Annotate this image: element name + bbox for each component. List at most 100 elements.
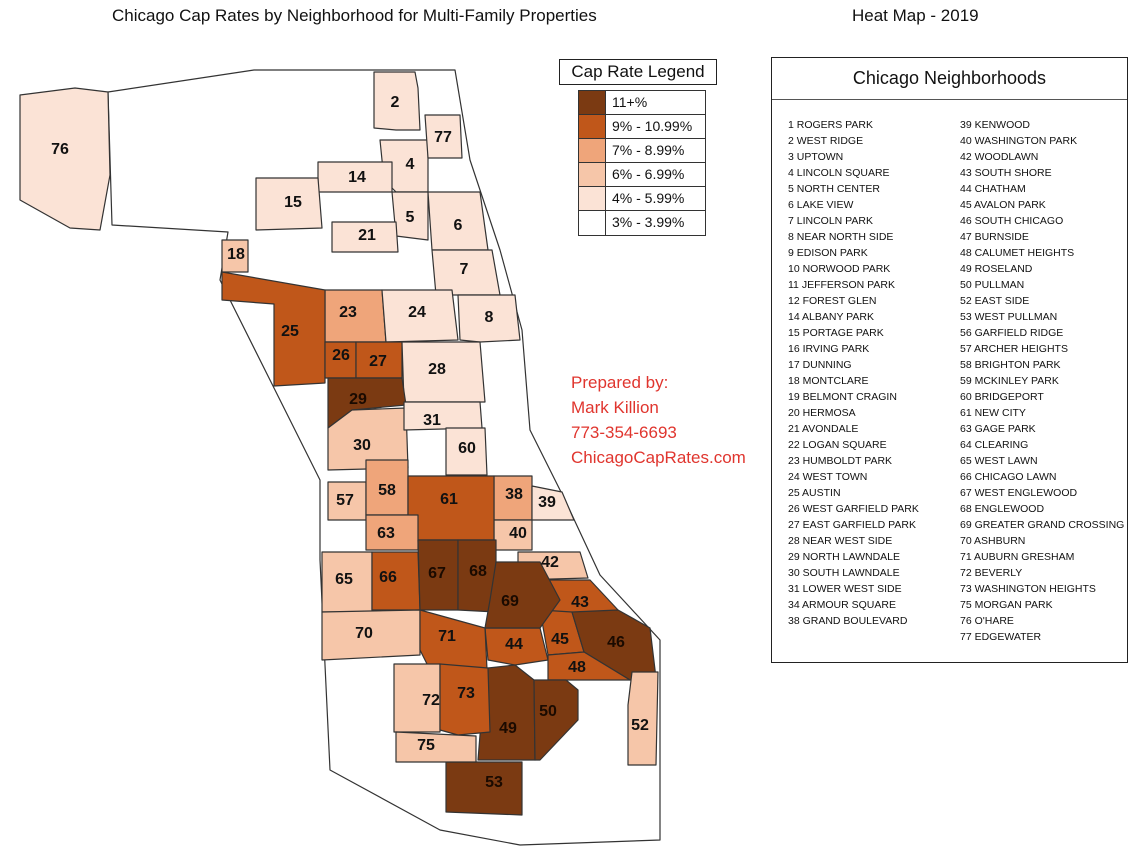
neighborhood-number-label: 23 xyxy=(339,304,357,321)
neighborhood-list-item: 23 HUMBOLDT PARK xyxy=(788,455,893,467)
prepared-by-block: Prepared by: Mark Killion 773-354-6693 C… xyxy=(571,370,746,470)
neighborhood-list-item: 8 NEAR NORTH SIDE xyxy=(788,231,894,243)
neighborhood-list-item: 6 LAKE VIEW xyxy=(788,199,854,211)
neighborhood-number-label: 70 xyxy=(355,625,373,642)
neighborhood-list-item: 77 EDGEWATER xyxy=(960,631,1042,643)
neighborhood-list-item: 21 AVONDALE xyxy=(788,423,859,435)
neighborhood-list-item: 31 LOWER WEST SIDE xyxy=(788,583,902,595)
neighborhood-list-item: 29 NORTH LAWNDALE xyxy=(788,551,901,563)
neighborhood-number-label: 76 xyxy=(51,141,69,158)
neighborhood-list-item: 3 UPTOWN xyxy=(788,151,844,163)
neighborhood-number-label: 77 xyxy=(434,129,452,146)
neighborhood-number-label: 49 xyxy=(499,720,517,737)
neighborhood-number-label: 38 xyxy=(505,486,523,503)
neighborhood-list-item: 10 NORWOOD PARK xyxy=(788,263,891,275)
neighborhood-list-item: 34 ARMOUR SQUARE xyxy=(788,599,896,611)
neighborhood-number-label: 50 xyxy=(539,703,557,720)
neighborhood-number-label: 43 xyxy=(571,594,589,611)
neighborhood-list-item: 39 KENWOOD xyxy=(960,119,1031,131)
map-title: Chicago Cap Rates by Neighborhood for Mu… xyxy=(112,6,597,25)
neighborhood-area-73 xyxy=(439,663,491,736)
neighborhood-number-label: 67 xyxy=(428,565,446,582)
neighborhood-list-item: 65 WEST LAWN xyxy=(960,455,1038,467)
neighborhood-number-label: 29 xyxy=(349,391,367,408)
neighborhood-list-item: 14 ALBANY PARK xyxy=(788,311,874,323)
neighborhood-list-item: 52 EAST SIDE xyxy=(960,295,1030,307)
neighborhood-list-item: 58 BRIGHTON PARK xyxy=(960,359,1061,371)
neighborhood-number-label: 72 xyxy=(422,692,440,709)
neighborhood-area-50 xyxy=(533,679,579,761)
neighborhood-area-28 xyxy=(401,341,486,403)
neighborhood-number-label: 61 xyxy=(440,491,458,508)
neighborhood-number-label: 27 xyxy=(369,353,387,370)
neighborhoods-column-2: 39 KENWOOD 40 WASHINGTON PARK 42 WOODLAWN 4… xyxy=(960,117,1124,645)
neighborhood-area-24 xyxy=(381,289,459,343)
neighborhood-area-30 xyxy=(327,407,409,471)
neighborhood-list-item: 1 ROGERS PARK xyxy=(788,119,873,131)
neighborhood-area-60 xyxy=(445,427,488,476)
legend-item: 9% - 10.99% xyxy=(579,115,705,139)
neighborhood-number-label: 75 xyxy=(417,737,435,754)
neighborhood-list-item: 69 GREATER GRAND CROSSING xyxy=(960,519,1125,531)
neighborhood-number-label: 46 xyxy=(607,634,625,651)
preparer-website: ChicagoCapRates.com xyxy=(571,448,746,467)
legend-label: 11+% xyxy=(612,94,648,110)
neighborhood-number-label: 71 xyxy=(438,628,456,645)
neighborhood-list-item: 27 EAST GARFIELD PARK xyxy=(788,519,916,531)
neighborhood-list-item: 70 ASHBURN xyxy=(960,535,1026,547)
preparer-phone: 773-354-6693 xyxy=(571,423,677,442)
neighborhood-list-item: 40 WASHINGTON PARK xyxy=(960,135,1078,147)
neighborhoods-panel-title: Chicago Neighborhoods xyxy=(772,58,1127,100)
neighborhood-area-18 xyxy=(221,239,249,273)
map-subtitle: Heat Map - 2019 xyxy=(852,6,979,25)
neighborhood-number-label: 25 xyxy=(281,323,299,340)
legend-swatch xyxy=(579,187,606,210)
neighborhood-number-label: 26 xyxy=(332,347,350,364)
neighborhood-area-52 xyxy=(627,671,659,766)
neighborhood-number-label: 21 xyxy=(358,227,376,244)
neighborhood-number-label: 40 xyxy=(509,525,527,542)
neighborhood-number-label: 57 xyxy=(336,492,354,509)
neighborhood-number-label: 68 xyxy=(469,563,487,580)
neighborhood-number-label: 18 xyxy=(227,246,245,263)
legend-label: 7% - 8.99% xyxy=(612,142,685,158)
neighborhood-list-item: 18 MONTCLARE xyxy=(788,375,869,387)
neighborhood-list-item: 20 HERMOSA xyxy=(788,407,856,419)
neighborhood-number-label: 2 xyxy=(391,94,400,111)
neighborhood-list-item: 15 PORTAGE PARK xyxy=(788,327,884,339)
neighborhood-area-48 xyxy=(547,651,631,681)
neighborhood-number-label: 53 xyxy=(485,774,503,791)
neighborhood-area-21 xyxy=(331,221,399,253)
neighborhood-number-label: 48 xyxy=(568,659,586,676)
neighborhood-number-label: 24 xyxy=(408,304,426,321)
neighborhood-list-item: 7 LINCOLN PARK xyxy=(788,215,873,227)
neighborhood-number-label: 44 xyxy=(505,636,523,653)
neighborhood-area-39 xyxy=(531,485,575,521)
neighborhood-number-label: 69 xyxy=(501,593,519,610)
neighborhood-number-label: 73 xyxy=(457,685,475,702)
legend-swatch xyxy=(579,139,606,162)
neighborhood-list-item: 22 LOGAN SQUARE xyxy=(788,439,887,451)
preparer-name: Mark Killion xyxy=(571,398,659,417)
neighborhood-number-label: 30 xyxy=(353,437,371,454)
neighborhood-area-77 xyxy=(424,114,463,159)
neighborhood-list-item: 67 WEST ENGLEWOOD xyxy=(960,487,1078,499)
neighborhood-list-item: 56 GARFIELD RIDGE xyxy=(960,327,1064,339)
legend-item: 6% - 6.99% xyxy=(579,163,705,187)
neighborhood-number-label: 28 xyxy=(428,361,446,378)
neighborhood-number-label: 45 xyxy=(551,631,569,648)
neighborhood-list-item: 17 DUNNING xyxy=(788,359,852,371)
neighborhood-list-item: 47 BURNSIDE xyxy=(960,231,1029,243)
neighborhood-list-item: 28 NEAR WEST SIDE xyxy=(788,535,893,547)
neighborhood-list-item: 9 EDISON PARK xyxy=(788,247,868,259)
neighborhood-area-75 xyxy=(395,731,477,763)
neighborhood-list-item: 64 CLEARING xyxy=(960,439,1029,451)
legend-swatch xyxy=(579,163,606,186)
neighborhood-list-item: 43 SOUTH SHORE xyxy=(960,167,1052,179)
neighborhoods-column-1: 1 ROGERS PARK 2 WEST RIDGE 3 UPTOWN 4 LINCO… xyxy=(788,117,919,629)
neighborhood-list-item: 57 ARCHER HEIGHTS xyxy=(960,343,1068,355)
neighborhood-list-item: 19 BELMONT CRAGIN xyxy=(788,391,897,403)
legend-item: 11+% xyxy=(579,91,705,115)
legend-swatch xyxy=(579,91,606,114)
neighborhood-area-8 xyxy=(457,294,521,343)
